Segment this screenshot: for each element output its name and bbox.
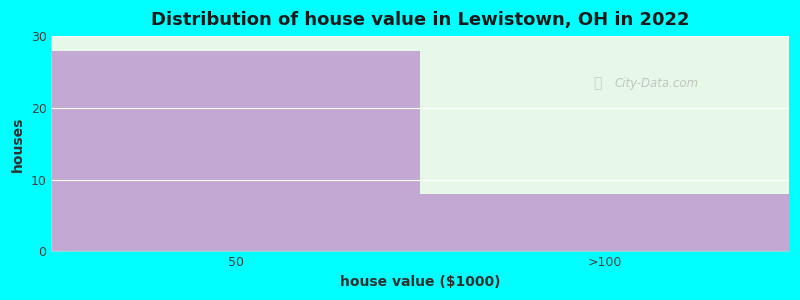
X-axis label: house value ($1000): house value ($1000) — [340, 275, 500, 289]
Bar — [420, 36, 789, 194]
Title: Distribution of house value in Lewistown, OH in 2022: Distribution of house value in Lewistown… — [151, 11, 690, 29]
Bar — [51, 36, 420, 51]
Y-axis label: houses: houses — [11, 116, 25, 172]
Text: City-Data.com: City-Data.com — [614, 77, 698, 90]
Bar — [420, 194, 789, 251]
Text: ⓘ: ⓘ — [593, 76, 602, 91]
Bar — [51, 51, 420, 251]
